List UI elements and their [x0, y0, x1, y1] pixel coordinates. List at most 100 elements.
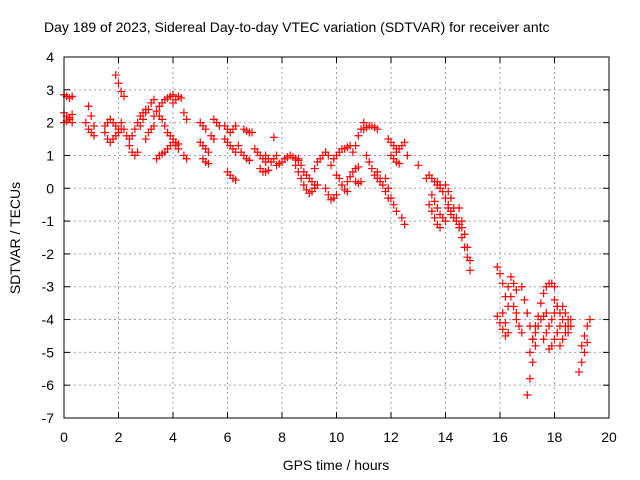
data-point [209, 135, 218, 144]
data-point [367, 164, 376, 173]
data-point [531, 328, 540, 337]
data-point [89, 131, 98, 140]
x-tick-label: 14 [438, 429, 454, 445]
data-point [174, 144, 183, 153]
data-point [245, 156, 254, 165]
y-tick-label: -4 [42, 312, 55, 328]
data-point [149, 121, 158, 130]
plot-frame [63, 56, 610, 419]
data-point [555, 341, 564, 350]
data-point [89, 121, 98, 130]
data-point [182, 115, 191, 124]
data-point [561, 308, 570, 317]
data-point [117, 87, 126, 96]
y-tick-label: -5 [42, 344, 55, 360]
data-point [269, 133, 278, 142]
data-point [433, 203, 442, 212]
data-point [528, 335, 537, 344]
data-point [558, 335, 567, 344]
data-point [321, 184, 330, 193]
x-tick-label: 2 [115, 429, 123, 445]
data-point [512, 315, 521, 324]
data-point [550, 295, 559, 304]
y-tick-label: 3 [46, 82, 54, 98]
data-point [425, 200, 434, 209]
data-point [550, 282, 559, 291]
data-point [335, 174, 344, 183]
data-point [498, 308, 507, 317]
data-point [577, 341, 586, 350]
data-point [463, 253, 472, 262]
data-point [523, 391, 532, 400]
y-tick-label: -6 [42, 377, 55, 393]
data-point [119, 125, 128, 134]
data-point [583, 338, 592, 347]
data-point [539, 335, 548, 344]
data-point [332, 190, 341, 199]
data-point [354, 131, 363, 140]
data-point [504, 328, 513, 337]
data-point [234, 141, 243, 150]
x-tick-label: 10 [329, 429, 345, 445]
data-point [539, 289, 548, 298]
data-point [381, 174, 390, 183]
data-point [128, 131, 137, 140]
data-point [444, 200, 453, 209]
data-point [395, 159, 404, 168]
data-point [414, 161, 423, 170]
data-point [446, 194, 455, 203]
data-point [297, 161, 306, 170]
data-point [84, 102, 93, 111]
data-point [343, 177, 352, 186]
x-tick-label: 12 [383, 429, 399, 445]
data-point [460, 243, 469, 252]
data-point [373, 125, 382, 134]
data-point [525, 348, 534, 357]
data-point [169, 90, 177, 99]
data-point [397, 213, 406, 222]
data-point [201, 125, 210, 134]
data-point [531, 341, 540, 350]
data-point [389, 200, 398, 209]
data-point [457, 233, 466, 242]
data-point [272, 151, 281, 160]
data-point [310, 180, 319, 189]
data-point [575, 368, 584, 377]
y-axis-label: SDTVAR / TECUs [7, 182, 23, 294]
data-point [496, 269, 504, 278]
data-point [378, 180, 387, 189]
data-points [60, 71, 594, 400]
data-point [436, 223, 445, 232]
data-point [493, 312, 502, 321]
data-point [362, 151, 371, 160]
data-point [547, 341, 556, 350]
data-point [68, 118, 77, 127]
data-point [585, 315, 594, 324]
data-point [125, 141, 134, 150]
grid-lines [64, 57, 609, 418]
data-point [566, 322, 575, 331]
y-tick-label: -3 [42, 279, 55, 295]
data-point [583, 322, 592, 331]
x-axis-label: GPS time / hours [283, 457, 390, 473]
y-tick-label: 1 [46, 147, 54, 163]
data-point [81, 118, 90, 127]
data-point [430, 197, 439, 206]
data-point [525, 374, 534, 383]
data-point [564, 315, 573, 324]
x-tick-label: 20 [601, 429, 617, 445]
data-point [114, 79, 123, 88]
data-point [365, 158, 374, 167]
data-point [384, 184, 393, 193]
y-tick-label: -7 [42, 410, 55, 426]
data-point [577, 358, 586, 367]
data-point [534, 322, 543, 331]
data-point [512, 286, 521, 295]
data-point [130, 125, 139, 134]
data-point [547, 315, 556, 324]
data-point [400, 138, 409, 147]
data-point [294, 154, 303, 163]
y-tick-label: 2 [46, 115, 54, 131]
data-point [160, 121, 169, 130]
